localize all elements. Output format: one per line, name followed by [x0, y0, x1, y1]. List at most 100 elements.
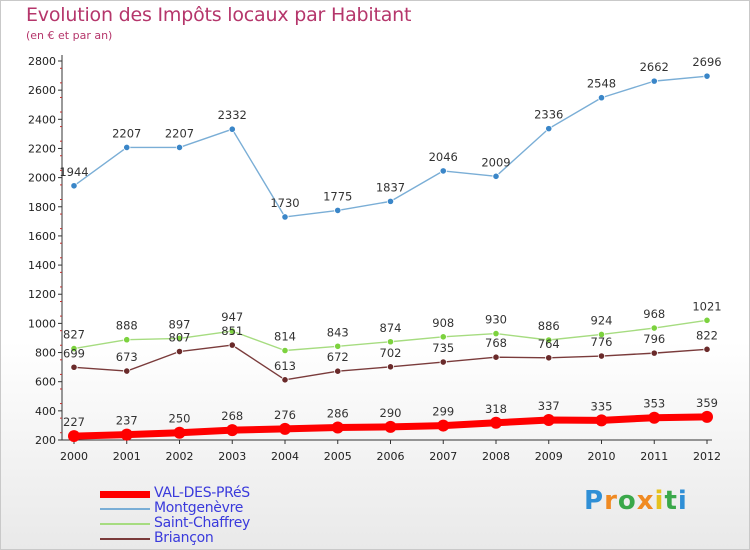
data-label-briancon: 768 [485, 336, 507, 350]
data-point-saint-chaffrey [703, 316, 711, 324]
y-tick-label: 600 [35, 376, 56, 389]
data-label-val-des-pres: 335 [591, 399, 613, 413]
data-point-val-des-pres [120, 428, 133, 441]
data-label-montgenevre: 2696 [692, 55, 721, 69]
series-lines [68, 72, 713, 443]
data-point-val-des-pres [701, 410, 713, 423]
data-point-montgenevre [545, 125, 553, 133]
data-label-val-des-pres: 353 [643, 397, 665, 411]
data-point-montgenevre [439, 167, 447, 175]
data-label-briancon: 851 [221, 324, 243, 338]
data-label-val-des-pres: 318 [485, 402, 507, 416]
x-tick-label: 2009 [535, 450, 563, 463]
data-point-briancon [281, 376, 289, 384]
axes: 200 400 600 800 1000 1200 1400 1600 1800 2000 2200… [28, 55, 721, 463]
data-label-montgenevre: 2548 [587, 77, 616, 91]
data-label-montgenevre: 2336 [534, 108, 563, 122]
data-label-val-des-pres: 286 [327, 406, 349, 420]
y-tick-label: 1000 [28, 317, 56, 330]
data-point-montgenevre [228, 125, 236, 133]
data-label-briancon: 699 [63, 346, 85, 360]
data-point-saint-chaffrey [281, 346, 289, 355]
y-tick-label: 2600 [28, 84, 56, 97]
proxiti-logo: Proxiti [584, 486, 688, 516]
y-tick-label: 2000 [28, 172, 56, 185]
data-label-val-des-pres: 299 [432, 405, 454, 419]
y-tick-label: 2200 [28, 142, 56, 155]
data-label-saint-chaffrey: 947 [221, 310, 243, 324]
data-point-montgenevre [492, 172, 500, 180]
chart-subtitle: (en € et par an) [26, 29, 113, 42]
legend-label: Saint-Chaffrey [154, 515, 251, 531]
data-point-saint-chaffrey [439, 333, 447, 341]
data-point-montgenevre [70, 182, 78, 190]
x-tick-label: 2010 [588, 450, 616, 463]
data-point-val-des-pres [279, 422, 291, 435]
data-point-val-des-pres [490, 416, 502, 429]
x-tick-label: 2012 [693, 450, 721, 463]
data-point-val-des-pres [331, 421, 344, 434]
x-tick-label: 2006 [377, 450, 405, 463]
x-tick-label: 2004 [271, 450, 299, 463]
data-label-saint-chaffrey: 888 [116, 319, 138, 333]
data-label-montgenevre: 2207 [112, 126, 141, 140]
data-point-saint-chaffrey [492, 329, 500, 338]
data-label-montgenevre: 1730 [270, 196, 299, 210]
data-label-val-des-pres: 337 [538, 399, 560, 413]
data-point-briancon [650, 349, 658, 357]
data-label-saint-chaffrey: 968 [643, 307, 665, 321]
data-point-val-des-pres [648, 411, 661, 424]
data-label-saint-chaffrey: 908 [432, 316, 454, 330]
data-label-saint-chaffrey: 1021 [692, 299, 721, 313]
data-point-saint-chaffrey [175, 334, 184, 342]
y-tick-label: 1200 [28, 288, 56, 301]
data-point-val-des-pres [542, 414, 555, 427]
data-point-briancon [386, 363, 395, 371]
data-label-montgenevre: 2046 [429, 150, 458, 164]
data-label-val-des-pres: 359 [696, 396, 718, 410]
data-point-briancon [492, 353, 500, 361]
data-label-saint-chaffrey: 930 [485, 313, 507, 327]
data-point-saint-chaffrey [228, 327, 236, 335]
data-point-montgenevre [597, 94, 606, 102]
y-tick-label: 200 [35, 434, 56, 447]
data-point-val-des-pres [68, 430, 80, 443]
data-label-montgenevre: 2207 [165, 126, 194, 140]
data-point-saint-chaffrey [70, 345, 78, 353]
x-tick-label: 2005 [324, 450, 352, 463]
data-label-montgenevre: 2332 [218, 108, 247, 122]
data-label-saint-chaffrey: 827 [63, 328, 85, 342]
data-label-briancon: 764 [538, 337, 560, 351]
data-label-briancon: 613 [274, 359, 296, 373]
data-label-val-des-pres: 268 [221, 409, 243, 423]
legend-swatch [100, 538, 150, 540]
data-label-montgenevre: 1944 [59, 165, 88, 179]
data-point-saint-chaffrey [597, 330, 606, 339]
x-tick-label: 2002 [166, 450, 194, 463]
data-label-saint-chaffrey: 814 [274, 329, 296, 343]
series-line-montgenevre [73, 75, 708, 218]
x-tick-label: 2007 [429, 450, 457, 463]
x-tick-label: 2003 [218, 450, 246, 463]
data-label-montgenevre: 2009 [481, 155, 510, 169]
data-label-montgenevre: 1775 [323, 189, 352, 203]
data-label-briancon: 796 [643, 332, 665, 346]
data-point-briancon [70, 363, 78, 371]
data-point-montgenevre [703, 72, 711, 80]
y-tick-label: 1600 [28, 230, 56, 243]
data-point-montgenevre [123, 143, 131, 152]
data-point-montgenevre [281, 213, 289, 221]
data-point-briancon [228, 341, 236, 349]
data-label-saint-chaffrey: 924 [591, 313, 613, 327]
data-label-briancon: 673 [116, 350, 138, 364]
data-label-val-des-pres: 290 [380, 406, 402, 420]
data-point-montgenevre [386, 197, 395, 205]
legend-swatch [100, 508, 150, 510]
x-tick-label: 2011 [640, 450, 668, 463]
y-tick-label: 1400 [28, 259, 56, 272]
data-point-briancon [703, 345, 711, 353]
data-label-briancon: 672 [327, 350, 349, 364]
data-label-saint-chaffrey: 886 [538, 319, 560, 333]
